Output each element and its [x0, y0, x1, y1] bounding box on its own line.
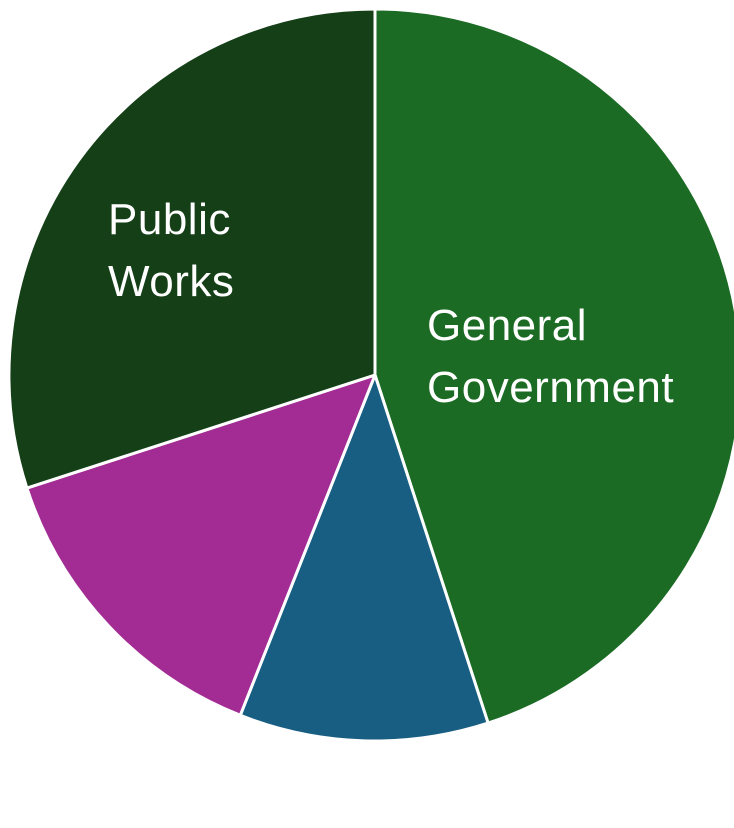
pie-slice-0 [373, 7, 734, 725]
slice-label-2-line-0: nity [8, 634, 78, 683]
pie-slice-3 [7, 7, 377, 490]
slice-label-0-line-1: Government [427, 363, 674, 412]
slice-label-3: Public Works [108, 195, 234, 306]
slice-label-2-line-1: es [31, 694, 78, 743]
slice-label-3-line-0: Public [108, 195, 231, 244]
slice-label-3-line-1: Works [108, 257, 234, 306]
slice-label-2: nity es [8, 634, 78, 743]
slice-label-0: General Government [427, 301, 674, 412]
slice-label-0-line-0: General [427, 301, 587, 350]
slice-label-1: Public Safety [278, 777, 541, 826]
pie-slice-1 [238, 373, 490, 743]
slice-label-1-line-0: Public Safety [278, 777, 541, 826]
